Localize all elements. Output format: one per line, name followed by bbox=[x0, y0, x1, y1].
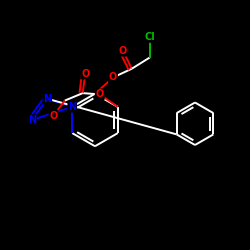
Text: Cl: Cl bbox=[144, 32, 155, 42]
Text: N: N bbox=[68, 102, 76, 112]
Text: N: N bbox=[28, 115, 36, 125]
Text: O: O bbox=[119, 46, 127, 56]
Text: N: N bbox=[43, 94, 51, 104]
Text: O: O bbox=[81, 68, 89, 78]
Text: O: O bbox=[109, 72, 117, 83]
Text: O: O bbox=[49, 110, 58, 120]
Text: O: O bbox=[96, 90, 104, 99]
